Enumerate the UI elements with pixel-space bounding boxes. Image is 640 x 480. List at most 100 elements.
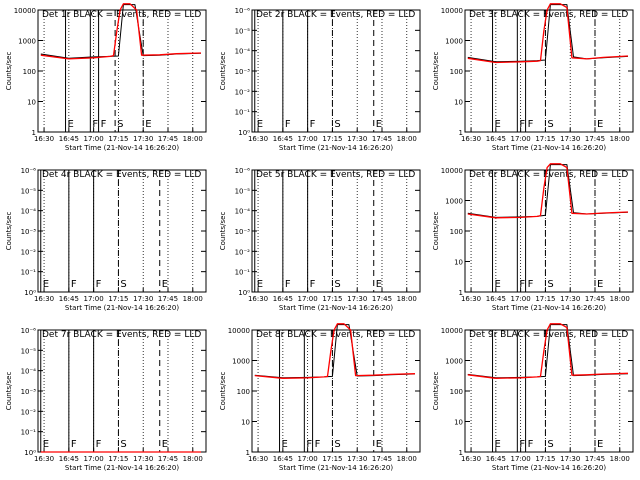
marker-label: E <box>162 439 168 450</box>
y-axis-label: Counts/sec <box>219 212 227 251</box>
detector-panel-7: Det 7r BLACK = Events, RED = LLD 16:30 16:… <box>5 327 207 472</box>
marker-label: E <box>376 439 382 450</box>
y-tick-label: 10⁰ <box>238 289 250 297</box>
y-axis-label: Counts/sec <box>219 372 227 411</box>
y-tick-label: 10⁻³ <box>235 228 251 236</box>
plot-frame <box>37 9 207 133</box>
y-tick-label: 10⁻⁴ <box>21 208 37 216</box>
y-tick-label: 10⁻² <box>235 248 251 256</box>
plot-frame <box>37 169 207 293</box>
x-tick-label: 16:45 <box>273 295 293 303</box>
x-tick-label: 17:15 <box>322 455 342 463</box>
lld-series-line <box>40 3 202 60</box>
y-tick-label: 10⁻¹ <box>235 269 251 277</box>
marker-label: F <box>310 119 316 130</box>
x-axis-label: Start Time (21-Nov-14 16:26:20) <box>279 304 393 312</box>
detector-panel-2: Det 2r BLACK = Events, RED = LLD 16:30 16:… <box>219 7 421 152</box>
y-axis-label: Counts/sec <box>432 212 440 251</box>
x-tick-label: 17:30 <box>133 135 153 143</box>
chart-title: Det 6r BLACK = Events, RED = LLD <box>469 170 628 180</box>
y-tick-label: 10⁻³ <box>235 68 251 76</box>
marker-label: S <box>334 439 340 450</box>
detector-panel-5: Det 5r BLACK = Events, RED = LLD 16:30 16:… <box>219 167 421 312</box>
y-tick-label: 10⁰ <box>24 449 36 457</box>
x-tick-label: 17:45 <box>372 295 392 303</box>
marker-label: E <box>597 439 603 450</box>
y-tick-label: 1000 <box>232 358 250 366</box>
y-tick-label: 100 <box>450 68 463 76</box>
x-tick-label: 17:45 <box>585 455 605 463</box>
marker-label: S <box>547 279 553 290</box>
y-tick-label: 10⁻³ <box>21 228 37 236</box>
y-axis-label: Counts/sec <box>432 372 440 411</box>
x-tick-label: 17:30 <box>560 135 580 143</box>
y-tick-label: 1000 <box>18 38 36 46</box>
lld-series-line <box>254 323 416 379</box>
x-tick-label: 18:00 <box>183 135 203 143</box>
chart-title: Det 9r BLACK = Events, RED = LLD <box>469 330 628 340</box>
chart-title: Det 5r BLACK = Events, RED = LLD <box>256 170 415 180</box>
y-tick-label: 10000 <box>441 167 463 175</box>
x-tick-label: 16:45 <box>486 135 506 143</box>
y-tick-label: 10000 <box>228 327 250 335</box>
marker-label: F <box>315 439 321 450</box>
y-tick-label: 10 <box>27 99 36 107</box>
y-axis-label: Counts/sec <box>219 52 227 91</box>
x-tick-label: 17:15 <box>108 135 128 143</box>
y-tick-label: 10000 <box>441 327 463 335</box>
x-tick-label: 17:30 <box>347 295 367 303</box>
x-tick-label: 18:00 <box>397 135 417 143</box>
y-tick-label: 10⁻⁵ <box>21 187 37 195</box>
x-tick-label: 18:00 <box>610 135 630 143</box>
marker-label: F <box>306 439 312 450</box>
x-tick-label: 17:00 <box>298 455 318 463</box>
marker-label: F <box>519 119 525 130</box>
y-tick-label: 1000 <box>445 38 463 46</box>
x-tick-label: 18:00 <box>610 295 630 303</box>
x-tick-label: 18:00 <box>183 295 203 303</box>
y-tick-label: 10⁻⁵ <box>235 187 251 195</box>
x-axis-label: Start Time (21-Nov-14 16:26:20) <box>492 144 606 152</box>
marker-label: S <box>117 119 123 130</box>
y-tick-label: 1 <box>459 129 463 137</box>
x-tick-label: 16:45 <box>59 295 79 303</box>
x-tick-label: 17:15 <box>108 295 128 303</box>
x-tick-label: 17:00 <box>84 455 104 463</box>
x-tick-label: 17:45 <box>158 295 178 303</box>
y-tick-label: 10⁻⁶ <box>21 327 37 335</box>
x-tick-label: 17:45 <box>372 135 392 143</box>
marker-label: E <box>43 439 49 450</box>
detector-panel-9: Det 9r BLACK = Events, RED = LLD 16:30 16:… <box>432 323 634 472</box>
plot-frame <box>464 9 634 133</box>
x-axis-label: Start Time (21-Nov-14 16:26:20) <box>492 464 606 472</box>
x-tick-label: 16:30 <box>34 135 54 143</box>
marker-label: E <box>376 279 382 290</box>
x-tick-label: 17:15 <box>322 135 342 143</box>
y-tick-label: 100 <box>450 228 463 236</box>
x-tick-label: 17:00 <box>298 135 318 143</box>
detector-panel-1: Det 1r BLACK = Events, RED = LLD 16:30 16:… <box>5 3 207 152</box>
detector-panel-4: Det 4r BLACK = Events, RED = LLD 16:30 16:… <box>5 167 207 312</box>
x-tick-label: 16:30 <box>248 135 268 143</box>
marker-label: E <box>43 279 49 290</box>
x-tick-label: 16:30 <box>461 135 481 143</box>
x-tick-label: 18:00 <box>397 455 417 463</box>
marker-label: E <box>282 439 288 450</box>
x-tick-label: 17:30 <box>133 455 153 463</box>
y-axis-label: Counts/sec <box>5 212 13 251</box>
y-tick-label: 10 <box>454 419 463 427</box>
marker-label: E <box>495 439 501 450</box>
x-tick-label: 17:30 <box>560 455 580 463</box>
x-tick-label: 16:45 <box>59 135 79 143</box>
y-tick-label: 1000 <box>445 358 463 366</box>
x-axis-label: Start Time (21-Nov-14 16:26:20) <box>65 464 179 472</box>
y-tick-label: 10⁰ <box>238 129 250 137</box>
x-axis-label: Start Time (21-Nov-14 16:26:20) <box>492 304 606 312</box>
y-tick-label: 100 <box>450 388 463 396</box>
chart-title: Det 7r BLACK = Events, RED = LLD <box>42 330 201 340</box>
plot-frame <box>37 329 207 453</box>
x-tick-label: 17:45 <box>158 455 178 463</box>
y-tick-label: 10⁻³ <box>21 388 37 396</box>
x-tick-label: 17:15 <box>535 295 555 303</box>
